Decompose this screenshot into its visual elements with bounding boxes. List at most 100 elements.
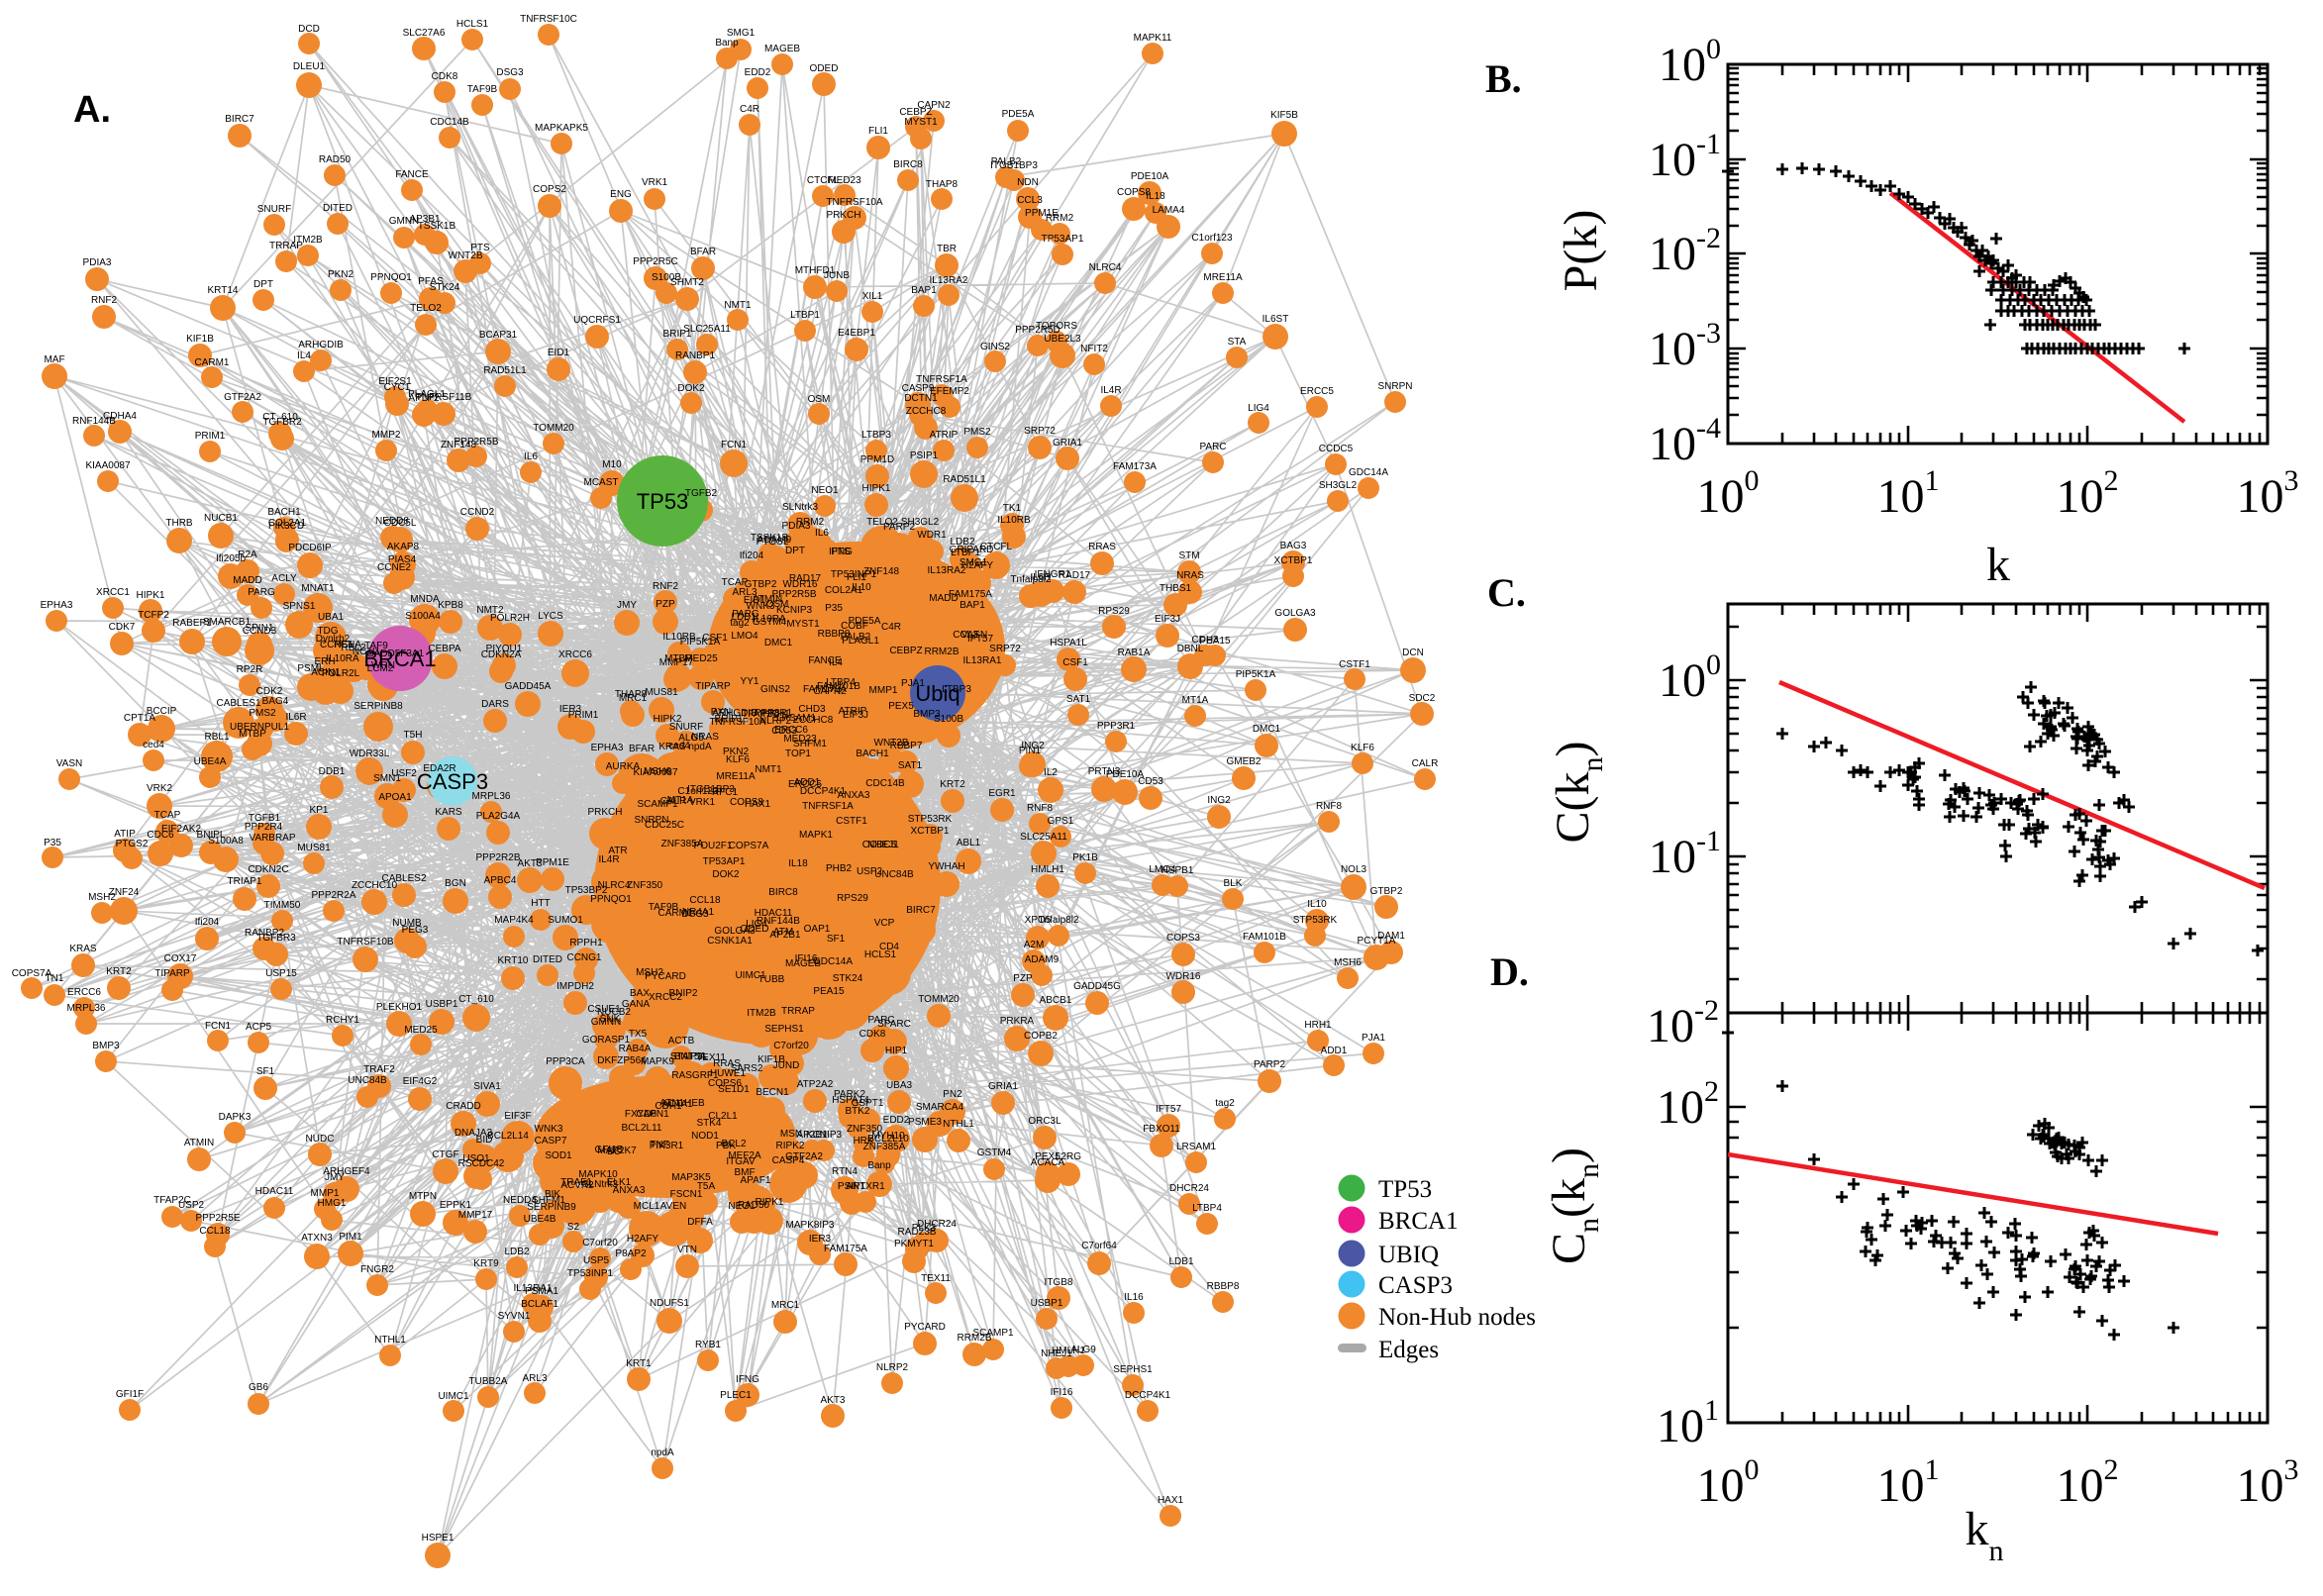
svg-text:PEX5: PEX5 (888, 701, 914, 712)
svg-text:ITM2B: ITM2B (293, 235, 323, 246)
svg-text:RPPH1: RPPH1 (569, 938, 603, 948)
svg-text:MTBP: MTBP (664, 653, 692, 664)
svg-text:TUBB2A: TUBB2A (469, 1376, 508, 1387)
svg-text:PTS: PTS (831, 547, 851, 557)
svg-text:CSNK1A1: CSNK1A1 (707, 936, 753, 947)
svg-text:KRAS: KRAS (69, 944, 97, 954)
svg-text:PPP2R5D: PPP2R5D (1015, 325, 1060, 336)
svg-text:GINS2: GINS2 (980, 342, 1010, 352)
svg-text:UBIQ: UBIQ (1378, 1242, 1439, 1268)
svg-text:CTCFL: CTCFL (807, 175, 840, 186)
svg-text:MSH2: MSH2 (88, 892, 116, 903)
svg-text:ARL3: ARL3 (732, 587, 757, 598)
svg-text:GADD5F3A1: GADD5F3A1 (366, 648, 425, 659)
svg-text:GANA: GANA (622, 999, 651, 1010)
svg-text:SH3GL2: SH3GL2 (1319, 480, 1358, 491)
svg-text:EIF4G2: EIF4G2 (403, 1076, 438, 1087)
svg-text:FAM175A: FAM175A (949, 589, 992, 600)
svg-text:RASGRF1: RASGRF1 (671, 1070, 719, 1081)
svg-text:TAF9: TAF9 (364, 641, 388, 651)
svg-text:CDK2: CDK2 (256, 686, 283, 697)
svg-text:EIF2S1: EIF2S1 (378, 376, 412, 387)
svg-text:CAPN1: CAPN1 (636, 1109, 669, 1120)
svg-text:IL18: IL18 (1146, 191, 1165, 202)
svg-text:GTBP2: GTBP2 (1370, 886, 1403, 897)
svg-text:BNIP2: BNIP2 (669, 988, 698, 999)
svg-text:GMNN: GMNN (389, 216, 420, 227)
svg-text:C7orf20: C7orf20 (582, 1238, 618, 1248)
svg-text:GRIA1: GRIA1 (988, 1081, 1018, 1092)
svg-text:PARC: PARC (867, 1015, 894, 1026)
svg-text:CCL3: CCL3 (953, 630, 978, 641)
svg-text:BNIP3L: BNIP3L (674, 1051, 709, 1062)
svg-text:USF2: USF2 (391, 768, 417, 779)
svg-text:ITGB8: ITGB8 (1045, 1277, 1073, 1288)
svg-text:PRIM1: PRIM1 (568, 710, 599, 721)
svg-text:SRP72: SRP72 (1024, 426, 1056, 437)
svg-text:MED23: MED23 (783, 734, 817, 745)
svg-text:HAX1: HAX1 (745, 799, 771, 810)
svg-text:NHEJ1: NHEJ1 (1041, 1348, 1072, 1359)
svg-text:PYCARD: PYCARD (904, 1322, 946, 1333)
svg-text:KRT10: KRT10 (498, 955, 529, 966)
svg-text:HSPA14: HSPA14 (832, 1095, 869, 1106)
svg-text:P(k): P(k) (1555, 210, 1607, 292)
svg-text:MAP3K5: MAP3K5 (671, 1172, 711, 1183)
svg-text:C(kn): C(kn) (1547, 742, 1609, 844)
svg-text:TNFRSF11B: TNFRSF11B (416, 392, 472, 403)
svg-text:PRKCH: PRKCH (587, 807, 622, 818)
svg-text:RIPK1: RIPK1 (756, 1197, 784, 1208)
svg-text:DMC1: DMC1 (764, 638, 793, 648)
svg-text:PPNQO1: PPNQO1 (370, 272, 412, 283)
svg-text:PRTN3: PRTN3 (1088, 766, 1121, 777)
svg-text:VRK1: VRK1 (642, 177, 668, 188)
svg-text:Dynlrb2: Dynlrb2 (316, 634, 351, 645)
svg-text:STK4: STK4 (696, 1118, 721, 1129)
svg-text:LTBP1: LTBP1 (951, 548, 980, 558)
svg-text:BC: BC (607, 1147, 621, 1157)
svg-text:PIYOU1: PIYOU1 (486, 644, 523, 654)
svg-text:ITGAV: ITGAV (726, 1156, 756, 1167)
svg-text:KRT2: KRT2 (940, 779, 965, 790)
svg-text:BTK2: BTK2 (845, 1106, 869, 1117)
svg-text:IFNGR1: IFNGR1 (1035, 569, 1071, 580)
svg-text:D.: D. (1490, 949, 1529, 994)
svg-text:NUDC: NUDC (306, 1134, 335, 1145)
svg-text:IFNG: IFNG (736, 1374, 759, 1385)
svg-text:NR4A1: NR4A1 (682, 907, 715, 918)
svg-text:P8AP2: P8AP2 (615, 1248, 647, 1259)
svg-text:MMP17: MMP17 (458, 1210, 493, 1221)
svg-text:GFI1F: GFI1F (116, 1389, 144, 1400)
svg-text:SUMO1: SUMO1 (548, 915, 583, 926)
svg-text:CD53: CD53 (1138, 776, 1163, 787)
svg-text:CSTF1: CSTF1 (1339, 659, 1370, 670)
svg-text:ZNF350: ZNF350 (627, 880, 663, 891)
svg-text:ZNF24: ZNF24 (109, 887, 140, 898)
svg-text:BIRC7: BIRC7 (906, 905, 936, 916)
svg-text:ADD1: ADD1 (1321, 1046, 1348, 1056)
svg-text:PDE5A: PDE5A (849, 616, 881, 627)
svg-text:ACIN1: ACIN1 (311, 667, 341, 678)
svg-text:Banp: Banp (867, 1160, 891, 1171)
svg-text:TIPARP: TIPARP (695, 681, 731, 692)
svg-text:TEX11: TEX11 (696, 1052, 726, 1063)
svg-text:TRRAP: TRRAP (781, 1006, 815, 1017)
svg-text:PFAS: PFAS (418, 276, 444, 287)
svg-text:ITM2B: ITM2B (747, 1008, 776, 1019)
svg-text:GORASP1: GORASP1 (582, 1035, 631, 1046)
svg-text:WNK3: WNK3 (747, 601, 775, 612)
svg-text:ATIP: ATIP (114, 829, 136, 840)
svg-text:PZP: PZP (656, 599, 675, 610)
svg-text:DPT: DPT (253, 279, 273, 290)
svg-text:ODED: ODED (810, 63, 839, 74)
svg-text:KIAA0087: KIAA0087 (633, 767, 677, 778)
svg-text:MSH6: MSH6 (644, 766, 671, 777)
svg-text:CALR: CALR (1412, 758, 1439, 769)
svg-text:NEDD8: NEDD8 (375, 516, 409, 527)
svg-text:CSF1: CSF1 (1062, 657, 1088, 668)
svg-text:DARS: DARS (481, 699, 509, 710)
svg-text:NEDD4: NEDD4 (503, 1195, 537, 1206)
svg-text:SMG1: SMG1 (727, 28, 756, 39)
svg-text:LCM2: LCM2 (367, 663, 394, 674)
svg-text:PPP2R5B: PPP2R5B (771, 589, 816, 600)
